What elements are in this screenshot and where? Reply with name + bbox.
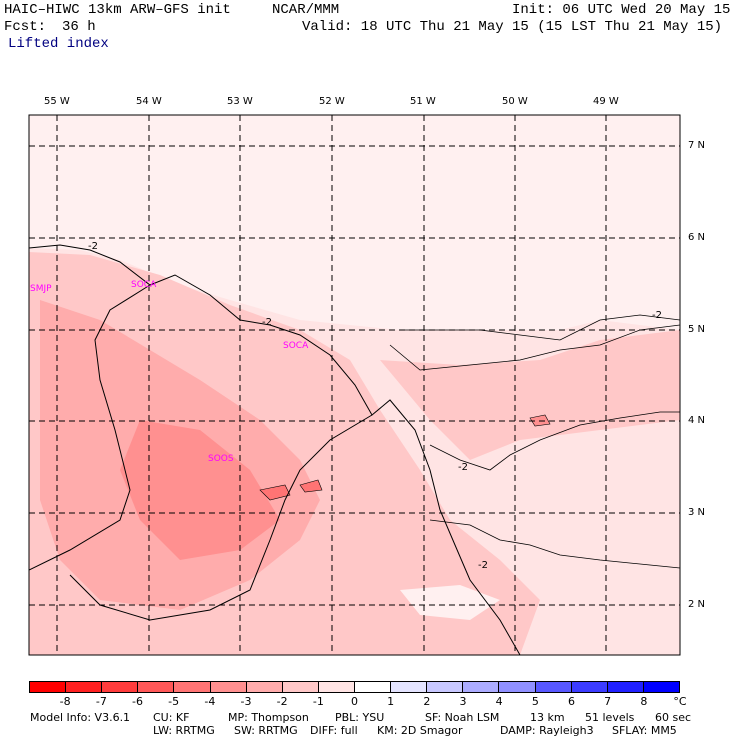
colorbar-tick-label: -2 — [276, 695, 288, 708]
colorbar-swatch — [391, 682, 428, 692]
colorbar-tick-label: -4 — [204, 695, 216, 708]
lon-label: 55 W — [44, 96, 70, 107]
model-info-sf: SF: Noah LSM — [425, 711, 500, 724]
cell-1 — [259, 484, 291, 501]
colorbar-tick-label: -6 — [132, 695, 143, 708]
model-info-timestep: 60 sec — [655, 711, 692, 724]
contour-label: -2 — [262, 317, 272, 328]
model-info-sw: SW: RRTMG — [234, 724, 298, 737]
lat-label: 7 N — [688, 140, 706, 151]
model-info-res: 13 km — [530, 711, 565, 724]
station-label: SOCA — [283, 341, 309, 351]
colorbar-swatch — [102, 682, 139, 692]
pink-region-east — [380, 330, 680, 460]
contour-label: -2 — [88, 241, 98, 252]
colorbar-swatch — [174, 682, 211, 692]
station-label: SOOS — [208, 454, 234, 464]
model-info-cu: CU: KF — [153, 711, 190, 724]
colorbar-swatch — [138, 682, 175, 692]
light-patch-south — [400, 585, 500, 620]
coastline — [29, 244, 521, 655]
colorbar-swatch — [210, 682, 247, 692]
colorbar-tick-label: 1 — [387, 695, 395, 708]
colorbar-tick-label: -3 — [240, 695, 252, 708]
model-info-damp: DAMP: Rayleigh3 — [500, 724, 594, 737]
init-time: Init: 06 UTC Wed 20 May 15 — [512, 2, 731, 18]
lon-label: 54 W — [136, 96, 162, 107]
colorbar-tick-label: 4 — [495, 695, 503, 708]
lat-lon-grid — [29, 115, 680, 655]
colorbar-swatch — [643, 682, 679, 692]
border-west — [29, 284, 151, 571]
model-title: HAIC–HIWC 13km ARW–GFS init — [4, 2, 231, 18]
cell-2 — [299, 479, 323, 493]
model-info-mp: MP: Thompson — [228, 711, 309, 724]
lat-label: 5 N — [688, 324, 706, 335]
contour-label: -2 — [478, 560, 488, 571]
colorbar-tick-label: 0 — [351, 695, 358, 708]
valid-time: Valid: 18 UTC Thu 21 May 15 (15 LST Thu … — [302, 19, 723, 35]
contour-line-south — [429, 519, 680, 569]
colorbar-tick-label: -5 — [168, 695, 180, 708]
colorbar-tick-label: 8 — [640, 695, 648, 708]
lat-label: 3 N — [688, 507, 706, 518]
lon-label: 51 W — [410, 96, 436, 107]
forecast-hour: 36 h — [62, 19, 96, 35]
model-info-pbl: PBL: YSU — [335, 711, 385, 724]
forecast-label: Fcst: — [4, 19, 47, 35]
colorbar-tick-label: 7 — [604, 695, 612, 708]
colorbar-unit: °C — [673, 695, 687, 708]
model-info-km: KM: 2D Smagor — [377, 724, 463, 737]
contour-line-east — [389, 324, 680, 371]
colorbar — [29, 681, 680, 693]
colorbar-swatch — [282, 682, 319, 692]
model-info-version: Model Info: V3.6.1 — [30, 711, 131, 724]
colorbar-swatch — [571, 682, 608, 692]
border-south — [69, 414, 373, 621]
colorbar-swatch — [499, 682, 536, 692]
model-info-diff: DIFF: full — [310, 724, 358, 737]
contour-label: -2 — [652, 310, 662, 321]
lon-label: 49 W — [593, 96, 619, 107]
colorbar-swatch — [354, 682, 392, 692]
colorbar-swatch — [427, 682, 464, 692]
colorbar-swatch — [30, 682, 67, 692]
colorbar-swatch — [66, 682, 103, 692]
colorbar-tick-label: 5 — [531, 695, 539, 708]
organization: NCAR/MMM — [272, 2, 340, 18]
light-region-north — [29, 115, 680, 330]
colorbar-tick-label: -1 — [312, 695, 324, 708]
model-info-levels: 51 levels — [585, 711, 635, 724]
lon-label: 52 W — [319, 96, 345, 107]
colorbar-tick-label: 6 — [568, 695, 575, 708]
lat-label: 6 N — [688, 232, 706, 243]
station-label: SMJP — [30, 284, 52, 294]
colorbar-tick-label: 2 — [423, 695, 431, 708]
map-frame — [28, 114, 681, 656]
lon-label: 53 W — [227, 96, 253, 107]
colorbar-swatch — [463, 682, 500, 692]
contour-line-mid — [429, 411, 680, 471]
contour-label: -2 — [458, 462, 468, 473]
colorbar-tick-label: -8 — [59, 695, 71, 708]
colorbar-swatch — [318, 682, 355, 692]
station-label: SOCA — [131, 280, 157, 290]
field-name: Lifted index — [8, 36, 109, 52]
colorbar-swatch — [246, 682, 283, 692]
colorbar-tick-label: 3 — [459, 695, 467, 708]
colorbar-tick-label: -7 — [95, 695, 107, 708]
colorbar-swatch — [535, 682, 572, 692]
lat-label: 2 N — [688, 599, 706, 610]
lon-label: 50 W — [502, 96, 528, 107]
colorbar-swatch — [607, 682, 644, 692]
model-info-sflay: SFLAY: MM5 — [612, 724, 677, 737]
lat-label: 4 N — [688, 415, 706, 426]
model-info-lw: LW: RRTMG — [153, 724, 215, 737]
